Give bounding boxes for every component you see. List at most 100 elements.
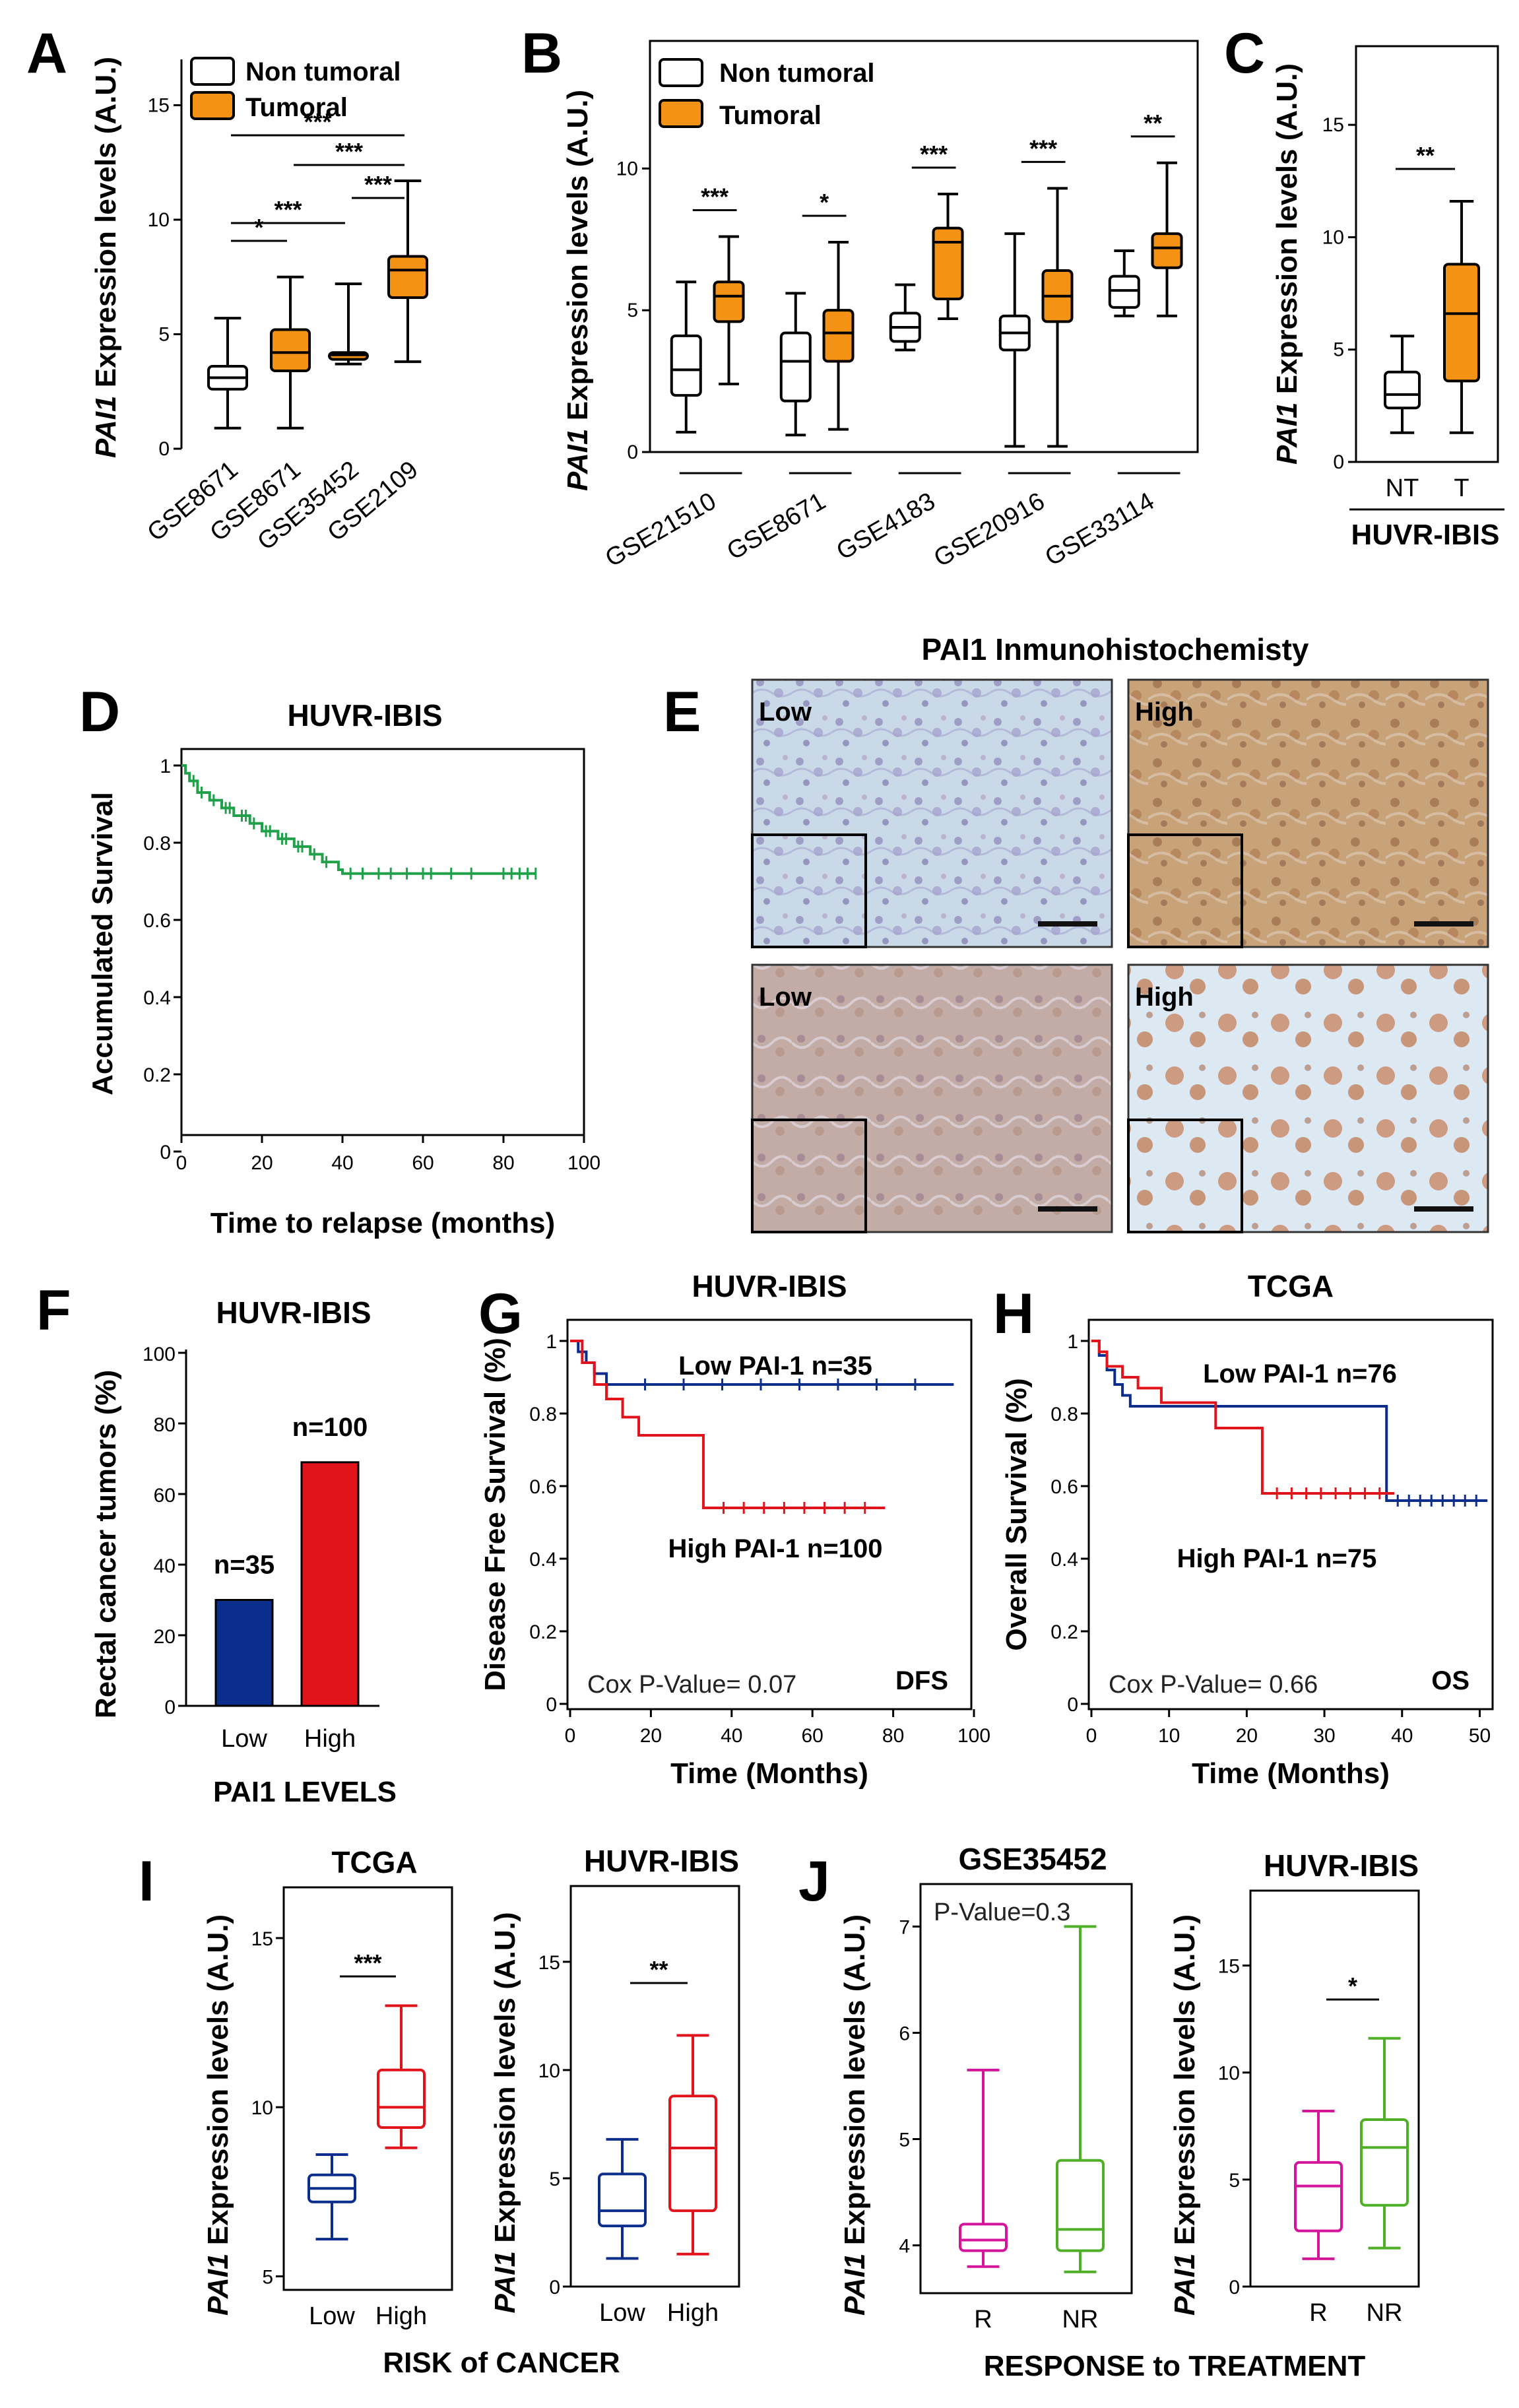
panel-g-y-tick-label: 0 xyxy=(546,1694,557,1716)
panel-f-bar-label: n=35 xyxy=(214,1551,275,1580)
panel-h-ylabel: Overall Survival (%) xyxy=(1000,1378,1033,1650)
panel-j-gse-category: R xyxy=(974,2306,992,2333)
panel-j-gse-ylabel-gene: PAI1 xyxy=(839,2253,871,2316)
panel-g-y-tick-label: 0.4 xyxy=(529,1549,557,1571)
panel-j-huvr-y-tick-label: 5 xyxy=(1229,2170,1240,2192)
panel-f-category: High xyxy=(304,1725,356,1753)
legend-swatch-non-tumoral xyxy=(190,57,235,86)
panel-i-huvr: HUVR-IBIS 0 5 10 15 PAI1 Expression levels (A… xyxy=(489,1844,740,2327)
panel-e-image-label: High xyxy=(1135,983,1194,1012)
panel-i-huvr-frame xyxy=(569,1885,740,2288)
panel-i-tcga: TCGA 5 10 15 PAI1 Expression levels (A.U.) Lo… xyxy=(202,1845,453,2330)
panel-letter-j: J xyxy=(798,1850,830,1913)
panel-g-curve-high xyxy=(570,1340,886,1509)
panel-b-significance-label: *** xyxy=(920,141,948,168)
panel-d-y-tick-label: 0 xyxy=(160,1142,171,1163)
panel-letter-f: F xyxy=(36,1279,71,1342)
panel-e-image-label: High xyxy=(1135,698,1194,727)
panel-i-group-label: RISK of CANCER xyxy=(383,2347,620,2379)
panel-h-curve-high xyxy=(1091,1340,1394,1495)
panel-letter-b: B xyxy=(521,22,562,85)
panel-d-frame xyxy=(180,748,585,1136)
panel-g-xlabel: Time (Months) xyxy=(670,1757,868,1790)
panel-f-y-tick-label: 40 xyxy=(154,1555,176,1577)
panel-j-gse-frame xyxy=(919,1883,1133,2294)
panel-f-category: Low xyxy=(221,1725,267,1753)
panel-i-tcga-y-tick-label: 15 xyxy=(251,1928,273,1950)
panel-i-huvr-ylabel-gene: PAI1 xyxy=(489,2251,521,2314)
panel-e-inset xyxy=(751,833,867,948)
panel-f-bar-label: n=100 xyxy=(292,1413,368,1442)
panel-e-title: PAI1 Inmunohistochemisty xyxy=(921,632,1309,667)
legend-swatch-tumoral xyxy=(190,91,235,120)
panel-a-y-tick-label: 5 xyxy=(158,323,170,345)
panel-c: 0 5 10 15 PAI1 Expression levels (A.U.) NT T **… xyxy=(1271,45,1504,551)
panel-f-ylabel: Rectal cancer tumors (%) xyxy=(90,1370,122,1718)
panel-i-tcga-ylabel-gene: PAI1 xyxy=(202,2253,234,2316)
panel-c-group-label: HUVR-IBIS xyxy=(1351,519,1500,551)
panel-c-ylabel-rest: Expression levels (A.U.) xyxy=(1271,63,1303,403)
panel-g-x-tick-label: 60 xyxy=(802,1725,824,1747)
panel-f-y-tick-label: 80 xyxy=(154,1414,176,1436)
panel-j-gse: GSE35452 4 5 6 7 PAI1 Expression levels (A.U.… xyxy=(839,1842,1133,2333)
panel-j-huvr-category: NR xyxy=(1367,2299,1403,2327)
panel-b-box-t-0-box xyxy=(713,280,745,323)
panel-j-gse-ylabel-rest: Expression levels (A.U.) xyxy=(839,1914,871,2254)
panel-j-gse-title: GSE35452 xyxy=(958,1842,1107,1876)
panel-g-y-tick-label: 0.6 xyxy=(529,1476,557,1498)
panel-j-huvr-y-tick-label: 10 xyxy=(1218,2063,1240,2085)
panel-f-xlabel: PAI1 LEVELS xyxy=(213,1776,397,1808)
panel-a-significance-label: * xyxy=(254,214,263,241)
panel-g-x-tick-label: 40 xyxy=(721,1725,742,1747)
panel-h-y-tick-label: 0 xyxy=(1067,1694,1078,1716)
panel-g-x-tick-label: 80 xyxy=(882,1725,904,1747)
panel-d-y-tick-label: 0.4 xyxy=(143,987,171,1009)
panel-h-y-tick-label: 0.6 xyxy=(1050,1476,1078,1498)
panel-i-huvr-category: High xyxy=(667,2299,719,2327)
panel-letter-c: C xyxy=(1224,22,1265,85)
panel-h-x-tick-label: 10 xyxy=(1158,1725,1180,1747)
panel-e-image-label: Low xyxy=(759,698,812,727)
panel-j-huvr-ylabel-gene: PAI1 xyxy=(1169,2253,1201,2316)
panel-i-tcga-category: High xyxy=(375,2302,427,2330)
panel-d-x-tick-label: 40 xyxy=(331,1152,353,1174)
panel-h-frame xyxy=(1087,1318,1494,1710)
panel-i-huvr-y-tick-label: 10 xyxy=(538,2060,560,2082)
panel-i-huvr-box-1-box xyxy=(668,2095,717,2213)
panel-i-huvr-box-0-box xyxy=(598,2172,647,2228)
panel-letter-a: A xyxy=(26,22,67,85)
panel-h-curve-low xyxy=(1091,1340,1488,1502)
panel-b-significance-label: *** xyxy=(1029,135,1057,162)
panel-j-gse-y-tick-label: 7 xyxy=(899,1916,910,1938)
panel-i-tcga-ylabel: PAI1 Expression levels (A.U.) xyxy=(202,1914,234,2316)
panel-h-x-tick-label: 40 xyxy=(1391,1725,1413,1747)
panel-b-ylabel-gene: PAI1 xyxy=(562,428,594,491)
panel-i-tcga-ylabel-rest: Expression levels (A.U.) xyxy=(202,1914,234,2254)
panel-i-tcga-category: Low xyxy=(309,2302,355,2330)
panel-letter-i: I xyxy=(139,1850,154,1913)
panel-letter-d: D xyxy=(79,680,120,744)
panel-h-y-tick-label: 0.2 xyxy=(1050,1621,1078,1643)
legend-swatch-non-tumoral xyxy=(659,58,703,87)
panel-b-significance-label: * xyxy=(820,189,829,216)
panel-b-y-tick-label: 5 xyxy=(627,300,638,321)
panel-i-tcga-y-tick-label: 5 xyxy=(262,2266,273,2288)
panel-j-huvr-y-tick-label: 15 xyxy=(1218,1956,1240,1978)
panel-j-huvr-category: R xyxy=(1309,2299,1327,2327)
panel-b-box-t-1-box xyxy=(822,309,855,363)
panel-a-significance-label: *** xyxy=(304,108,331,135)
panel-c-box-0-box xyxy=(1384,370,1421,410)
panel-g-y-tick-label: 0.8 xyxy=(529,1404,557,1425)
panel-d-x-tick-label: 20 xyxy=(251,1152,273,1174)
panel-b-category: GSE4183 xyxy=(832,487,940,566)
panel-a-ylabel: PAI1 Expression levels (A.U.) xyxy=(90,57,122,458)
legend-swatch-tumoral xyxy=(659,99,703,128)
panel-b-ylabel: PAI1 Expression levels (A.U.) xyxy=(562,90,594,491)
panel-j-gse-y-tick-label: 6 xyxy=(899,2023,910,2044)
panel-e: PAI1 Inmunohistochemisty Low High Low High xyxy=(751,632,1489,1233)
panel-b-ylabel-rest: Expression levels (A.U.) xyxy=(562,90,594,429)
panel-f-bar-high xyxy=(300,1461,360,1707)
panel-j-gse-annotation: P-Value=0.3 xyxy=(934,1899,1070,1926)
panel-a-significance-label: *** xyxy=(335,138,363,165)
panel-h-x-tick-label: 20 xyxy=(1236,1725,1258,1747)
